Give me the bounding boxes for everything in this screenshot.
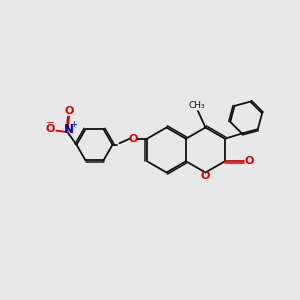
Text: +: + — [70, 120, 77, 129]
Text: O: O — [64, 106, 74, 116]
Text: −: − — [46, 118, 55, 128]
Text: O: O — [245, 156, 254, 166]
Text: N: N — [64, 123, 74, 136]
Text: O: O — [45, 124, 55, 134]
Text: O: O — [129, 134, 138, 144]
Text: CH₃: CH₃ — [188, 101, 205, 110]
Text: O: O — [201, 171, 210, 182]
